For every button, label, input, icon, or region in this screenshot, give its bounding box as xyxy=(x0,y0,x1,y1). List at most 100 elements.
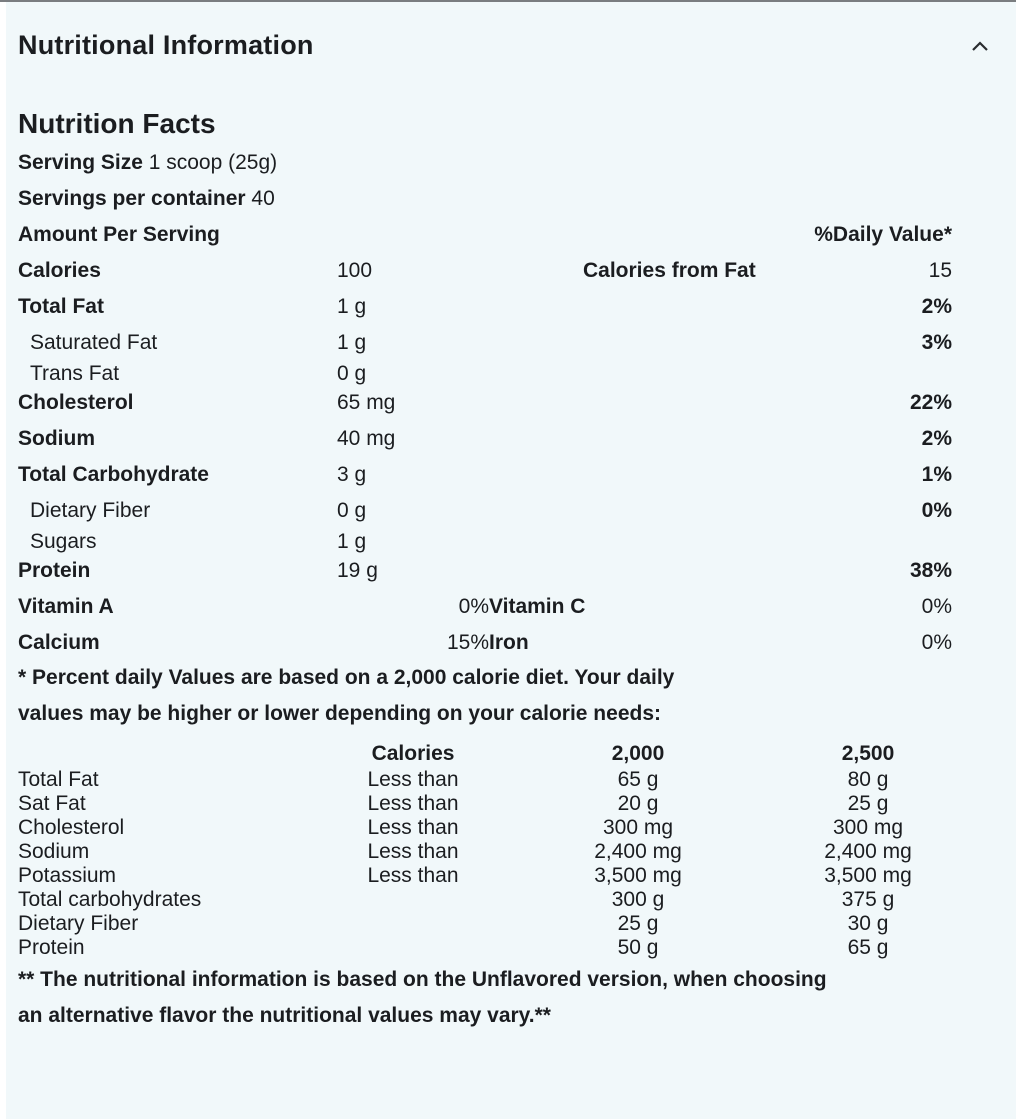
cell: 30 g xyxy=(847,912,889,935)
calories-from-fat-value: 15 xyxy=(928,259,952,282)
flavor-disclaimer: ** The nutritional information is based … xyxy=(18,962,978,1034)
nutrient-dv: 22% xyxy=(909,391,952,414)
nutrient-label: Trans Fat xyxy=(30,362,120,385)
cell: 25 g xyxy=(617,912,659,935)
cell: 65 g xyxy=(847,936,889,959)
nutrient-dv: 38% xyxy=(909,559,952,582)
cell: Less than xyxy=(367,864,459,887)
nutrient-amount: 3 g xyxy=(337,463,367,486)
amount-per-serving-label: Amount Per Serving xyxy=(18,223,220,246)
top-divider xyxy=(0,0,1016,2)
nutrient-row: Cholesterol 65 mg 22% xyxy=(18,390,952,416)
cell: Cholesterol xyxy=(18,816,125,839)
cell: 2,400 mg xyxy=(594,840,682,863)
nutrient-dv: 3% xyxy=(921,331,952,354)
table-header-row: Calories 2,000 2,500 xyxy=(18,740,958,768)
header-cell: 2,000 xyxy=(611,742,665,765)
vitamin-label: Vitamin A xyxy=(18,595,114,618)
nutrient-dv: 1% xyxy=(921,463,952,486)
accordion-header[interactable]: Nutritional Information xyxy=(18,30,1008,70)
cell: Protein xyxy=(18,936,85,959)
nutrient-dv: 0% xyxy=(921,499,952,522)
vitamin-label: Vitamin C xyxy=(489,595,586,618)
nutrient-dv: 2% xyxy=(921,427,952,450)
cell: Total carbohydrates xyxy=(18,888,202,911)
vitamin-value: 15% xyxy=(446,631,489,654)
nutrient-label: Sodium xyxy=(18,427,95,450)
table-row: Protein 50 g 65 g xyxy=(18,936,958,960)
header-cell: 2,500 xyxy=(841,742,895,765)
calories-from-fat-label: Calories from Fat xyxy=(583,259,756,282)
nutrient-label: Saturated Fat xyxy=(30,331,158,354)
vitamin-row: Vitamin A 0% Vitamin C 0% xyxy=(18,594,952,620)
cell: 2,400 mg xyxy=(824,840,912,863)
calories-value: 100 xyxy=(337,259,373,282)
cell: 65 g xyxy=(617,768,659,791)
chevron-up-icon[interactable] xyxy=(970,36,990,56)
daily-values-table: Calories 2,000 2,500 Total Fat Less than… xyxy=(18,740,958,960)
cell: 3,500 mg xyxy=(824,864,912,887)
nutrient-row: Sodium 40 mg 2% xyxy=(18,426,952,452)
nutrient-row: Total Carbohydrate 3 g 1% xyxy=(18,462,952,488)
nutrition-facts-title: Nutrition Facts xyxy=(18,108,216,139)
accordion-title: Nutritional Information xyxy=(18,30,314,60)
cell: Less than xyxy=(367,792,459,815)
daily-value-footnote: * Percent daily Values are based on a 2,… xyxy=(18,660,978,732)
nutrient-amount: 1 g xyxy=(337,295,367,318)
nutrient-row: Sugars 1 g xyxy=(18,529,952,555)
cell: 80 g xyxy=(847,768,889,791)
cell: 300 mg xyxy=(832,816,904,839)
amount-header-row: Amount Per Serving %Daily Value* xyxy=(18,222,952,248)
nutrient-amount: 0 g xyxy=(337,362,367,385)
serving-size-label: Serving Size xyxy=(18,151,143,174)
nutrient-amount: 1 g xyxy=(337,331,367,354)
footnote-line: values may be higher or lower depending … xyxy=(18,702,661,725)
serving-size-row: Serving Size 1 scoop (25g) xyxy=(18,150,952,176)
disclaimer-line: ** The nutritional information is based … xyxy=(18,968,827,991)
cell: Less than xyxy=(367,768,459,791)
nutrient-dv: 2% xyxy=(921,295,952,318)
nutrition-panel: Nutritional Information Nutrition Facts … xyxy=(6,2,1016,1119)
table-row: Potassium Less than 3,500 mg 3,500 mg xyxy=(18,864,958,888)
nutrient-amount: 0 g xyxy=(337,499,367,522)
footnote-line: * Percent daily Values are based on a 2,… xyxy=(18,666,675,689)
nutrient-label: Sugars xyxy=(30,530,97,553)
nutrient-row: Protein 19 g 38% xyxy=(18,558,952,584)
table-row: Total carbohydrates 300 g 375 g xyxy=(18,888,958,912)
nutrient-label: Cholesterol xyxy=(18,391,134,414)
nutrient-label: Dietary Fiber xyxy=(30,499,151,522)
vitamin-row: Calcium 15% Iron 0% xyxy=(18,630,952,656)
nutrient-amount: 19 g xyxy=(337,559,378,582)
nutrient-label: Total Fat xyxy=(18,295,104,318)
cell: Dietary Fiber xyxy=(18,912,139,935)
table-row: Cholesterol Less than 300 mg 300 mg xyxy=(18,816,958,840)
nutrient-row: Saturated Fat 1 g 3% xyxy=(18,330,952,356)
nutrient-row: Total Fat 1 g 2% xyxy=(18,294,952,320)
vitamin-label: Iron xyxy=(489,631,529,654)
nutrient-label: Protein xyxy=(18,559,91,582)
nutrient-amount: 40 mg xyxy=(337,427,396,450)
header-cell: Calories xyxy=(371,742,455,765)
cell: 50 g xyxy=(617,936,659,959)
calories-label: Calories xyxy=(18,259,101,282)
cell: Less than xyxy=(367,816,459,839)
vitamin-label: Calcium xyxy=(18,631,100,654)
cell: Potassium xyxy=(18,864,117,887)
table-row: Total Fat Less than 65 g 80 g xyxy=(18,768,958,792)
table-row: Dietary Fiber 25 g 30 g xyxy=(18,912,958,936)
daily-value-header: %Daily Value* xyxy=(814,223,952,246)
servings-value: 40 xyxy=(251,187,275,210)
servings-label: Servings per container xyxy=(18,187,246,210)
serving-size-value: 1 scoop (25g) xyxy=(148,151,278,174)
cell: 300 mg xyxy=(602,816,674,839)
cell: Less than xyxy=(367,840,459,863)
vitamin-value: 0% xyxy=(921,631,952,654)
table-row: Sodium Less than 2,400 mg 2,400 mg xyxy=(18,840,958,864)
servings-row: Servings per container 40 xyxy=(18,186,952,212)
cell: 375 g xyxy=(841,888,895,911)
cell: Total Fat xyxy=(18,768,99,791)
calories-row: Calories 100 Calories from Fat 15 xyxy=(18,258,952,284)
cell: 25 g xyxy=(847,792,889,815)
vitamin-value: 0% xyxy=(921,595,952,618)
cell: 20 g xyxy=(617,792,659,815)
